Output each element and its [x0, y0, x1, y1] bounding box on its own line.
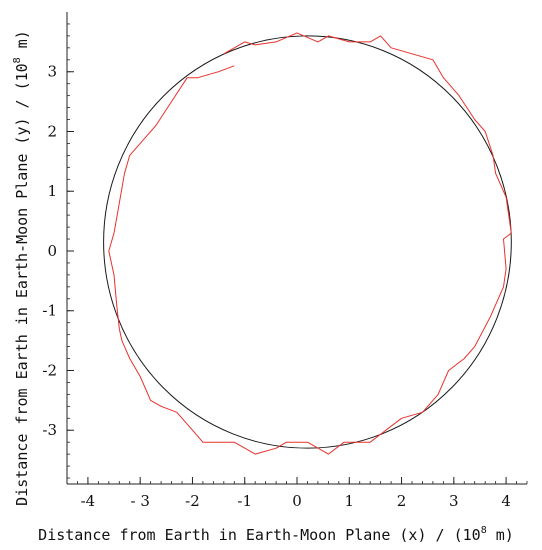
x-tick-label: -4 — [81, 492, 96, 510]
y-axis-label-exponent: 8 — [12, 57, 23, 63]
x-tick-label: - 3 — [130, 492, 149, 510]
y-tick-label: 2 — [47, 122, 57, 140]
x-tick-label: -1 — [237, 492, 252, 510]
series-layer — [103, 32, 512, 455]
x-axis-label-end: m) — [487, 526, 514, 544]
y-axis-label-end: m) — [13, 30, 31, 57]
y-axis-label: Distance from Earth in Earth-Moon Plane … — [12, 30, 31, 506]
y-tick-label: -1 — [42, 302, 57, 320]
x-axis-label-exponent: 8 — [481, 525, 487, 536]
y-tick-label: -3 — [42, 421, 57, 439]
x-tick-label: 0 — [292, 492, 302, 510]
x-tick-label: -2 — [185, 492, 200, 510]
orbit-trajectory-line — [108, 32, 512, 455]
y-tick-label: 3 — [47, 63, 57, 81]
y-tick-label: -2 — [42, 361, 57, 379]
y-tick-label: 1 — [47, 182, 57, 200]
x-axis-label-main: Distance from Earth in Earth-Moon Plane … — [38, 526, 481, 544]
x-axis-label: Distance from Earth in Earth-Moon Plane … — [38, 525, 514, 544]
x-tick-label: 1 — [344, 492, 354, 510]
reference-circle — [103, 35, 512, 449]
y-tick-label: 0 — [47, 242, 57, 260]
y-axis-label-main: Distance from Earth in Earth-Moon Plane … — [13, 63, 31, 506]
x-tick-label: 2 — [397, 492, 407, 510]
tick-layer: -4 - 3 -2 -1 0 1 2 3 4 -3 -2 -1 0 1 2 3 — [42, 23, 528, 510]
x-tick-label: 4 — [501, 492, 511, 510]
x-tick-label: 3 — [449, 492, 459, 510]
